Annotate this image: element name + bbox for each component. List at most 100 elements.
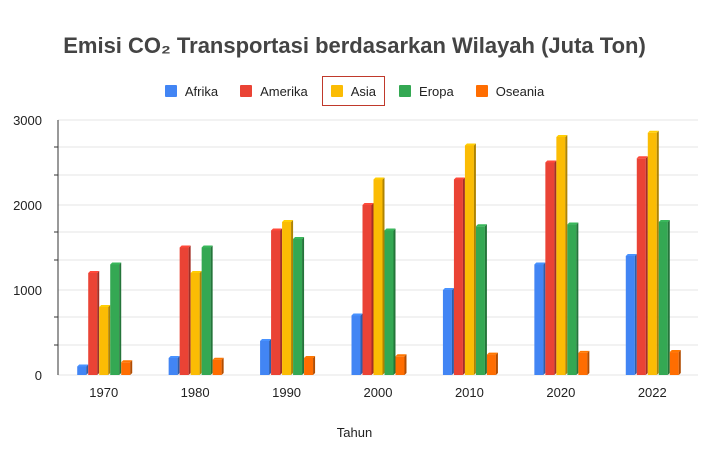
bar-side <box>302 237 305 375</box>
bar-asia-2000 <box>373 179 383 375</box>
bar-top <box>190 271 202 273</box>
bar-side <box>177 356 180 375</box>
bar-side <box>97 271 100 375</box>
bar-top <box>282 220 294 222</box>
bar-top <box>625 254 637 256</box>
legend-item-amerika[interactable]: Amerika <box>232 76 316 106</box>
bar-side <box>108 305 111 375</box>
bar-side <box>221 357 224 375</box>
y-tick-label: 2000 <box>13 198 42 213</box>
bar-top <box>556 135 568 137</box>
bar-side <box>119 262 122 375</box>
legend-label: Asia <box>350 83 377 99</box>
legend-label: Oseania <box>495 83 545 99</box>
bar-side <box>462 177 465 375</box>
x-tick-label: 2020 <box>546 385 575 400</box>
bar-eropa-1980 <box>201 247 211 375</box>
bar-oseania-2020 <box>578 352 588 375</box>
bar-afrika-2022 <box>625 256 635 375</box>
bar-top <box>453 177 465 180</box>
bar-side <box>473 143 476 375</box>
y-tick-label: 1000 <box>13 283 42 298</box>
legend-swatch <box>330 85 343 97</box>
bar-amerika-2000 <box>362 205 372 375</box>
bar-oseania-2000 <box>395 356 405 375</box>
bar-side <box>382 177 385 375</box>
bar-top <box>669 350 681 353</box>
bar-side <box>678 350 681 375</box>
bar-top <box>464 143 476 146</box>
bar-top <box>545 160 557 163</box>
bar-side <box>667 220 670 375</box>
bar-afrika-1990 <box>260 341 270 375</box>
bar-side <box>565 135 568 375</box>
bar-top <box>304 356 316 358</box>
bar-eropa-2000 <box>384 230 394 375</box>
bar-side <box>393 228 396 375</box>
bar-asia-2022 <box>647 132 657 375</box>
bar-top <box>384 228 396 231</box>
bar-oseania-2010 <box>486 354 496 375</box>
bar-side <box>86 364 89 375</box>
bar-side <box>199 271 202 375</box>
legend-label: Eropa <box>419 83 454 99</box>
legend-item-asia[interactable]: Asia <box>321 76 386 106</box>
bar-top <box>395 354 407 357</box>
bar-top <box>88 271 100 273</box>
bar-side <box>656 130 659 375</box>
bar-amerika-1980 <box>179 247 189 375</box>
legend-label: Afrika <box>184 83 219 99</box>
bar-top <box>179 245 191 248</box>
bar-amerika-2020 <box>545 162 555 375</box>
bar-top <box>260 339 272 341</box>
x-tick-label: 1980 <box>181 385 210 400</box>
bar-side <box>291 220 294 375</box>
chart-title: Emisi CO₂ Transportasi berdasarkan Wilay… <box>63 33 646 58</box>
bar-eropa-2010 <box>475 226 485 375</box>
bar-side <box>451 288 454 375</box>
legend-swatch <box>164 85 177 97</box>
bar-top <box>658 220 670 222</box>
bar-eropa-1990 <box>293 239 303 375</box>
x-tick-label: 2000 <box>364 385 393 400</box>
y-tick-label: 3000 <box>13 113 42 128</box>
bar-side <box>495 352 498 375</box>
y-tick-label: 0 <box>35 368 42 383</box>
bar-amerika-2022 <box>636 158 646 375</box>
bar-top <box>121 360 133 363</box>
bar-afrika-1980 <box>168 358 178 375</box>
legend: Afrika Amerika Asia Eropa Oseania <box>0 76 709 106</box>
bar-oseania-1990 <box>304 358 314 375</box>
bar-oseania-2022 <box>669 352 679 375</box>
bar-top <box>168 356 180 358</box>
legend-item-eropa[interactable]: Eropa <box>391 76 462 106</box>
bar-side <box>404 354 407 375</box>
bar-top <box>351 313 363 316</box>
bar-oseania-1970 <box>121 362 131 375</box>
bar-oseania-1980 <box>212 359 222 375</box>
bar-side <box>645 156 648 375</box>
bar-side <box>130 360 133 375</box>
legend-item-afrika[interactable]: Afrika <box>157 76 226 106</box>
bar-eropa-2020 <box>567 224 577 375</box>
bar-top <box>271 228 283 231</box>
bar-asia-1970 <box>99 307 109 375</box>
legend-item-oseania[interactable]: Oseania <box>468 76 552 106</box>
x-tick-label: 1990 <box>272 385 301 400</box>
bar-afrika-2010 <box>442 290 452 375</box>
bar-side <box>543 262 546 375</box>
bar-top <box>362 203 374 205</box>
bar-top <box>212 357 224 360</box>
bar-asia-2010 <box>464 145 474 375</box>
x-tick-label: 2010 <box>455 385 484 400</box>
bar-amerika-1970 <box>88 273 98 375</box>
bar-side <box>313 356 316 375</box>
bar-top <box>636 156 648 159</box>
bar-side <box>484 224 487 375</box>
bar-amerika-2010 <box>453 179 463 375</box>
bar-afrika-1970 <box>77 366 87 375</box>
bar-afrika-2020 <box>534 264 544 375</box>
bar-top <box>293 237 305 239</box>
